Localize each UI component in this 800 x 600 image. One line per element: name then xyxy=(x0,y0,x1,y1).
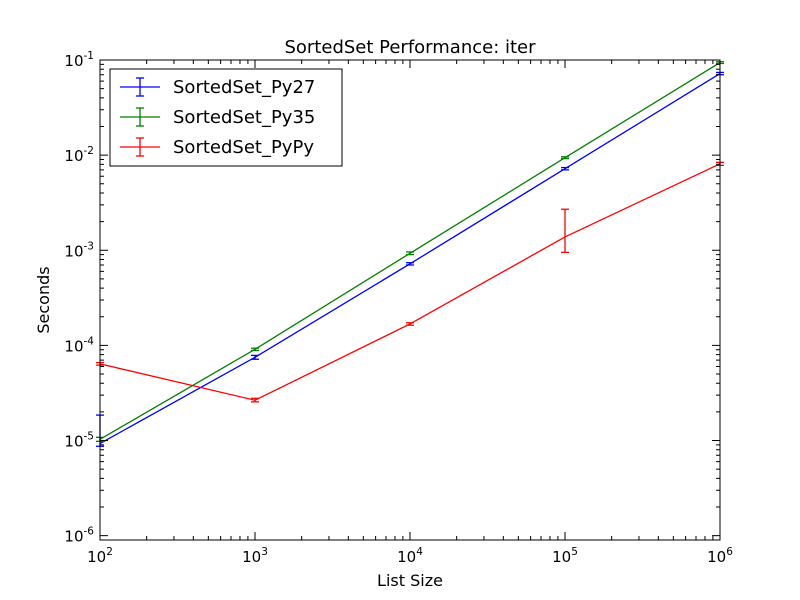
y-tick-label: 10-3 xyxy=(64,240,94,260)
y-tick-label: 10-2 xyxy=(64,145,94,165)
series-layer xyxy=(96,61,724,447)
y-tick-label: 10-4 xyxy=(64,335,94,355)
legend-entry: SortedSet_Py35 xyxy=(120,107,315,128)
y-axis-title: Seconds xyxy=(34,266,53,333)
chart-title: SortedSet Performance: iter xyxy=(284,37,536,58)
legend-label: SortedSet_Py35 xyxy=(173,107,315,128)
x-tick-label: 105 xyxy=(552,546,578,566)
legend-entry: SortedSet_PyPy xyxy=(120,137,314,158)
legend: SortedSet_Py27 SortedSet_Py35 SortedSet_Py… xyxy=(109,68,343,167)
y-tick-label: 10-1 xyxy=(64,50,94,70)
legend-label: SortedSet_Py27 xyxy=(173,77,315,98)
legend-entry: SortedSet_Py27 xyxy=(120,77,315,98)
y-tick-label: 10-5 xyxy=(64,431,94,451)
x-tick-label: 106 xyxy=(707,546,733,566)
x-tick-label: 102 xyxy=(87,546,113,566)
y-tick-label: 10-6 xyxy=(64,526,94,546)
ticks-layer xyxy=(99,59,721,540)
x-tick-label: 103 xyxy=(242,546,268,566)
plot-frame xyxy=(99,59,721,541)
x-axis-title: List Size xyxy=(377,571,443,590)
tick-labels-layer: 102 103 104 105 106 10-1 10-2 10-3 10-4 10-5 10-6 xyxy=(64,50,733,566)
legend-label: SortedSet_PyPy xyxy=(173,137,314,158)
x-tick-label: 104 xyxy=(397,546,423,566)
